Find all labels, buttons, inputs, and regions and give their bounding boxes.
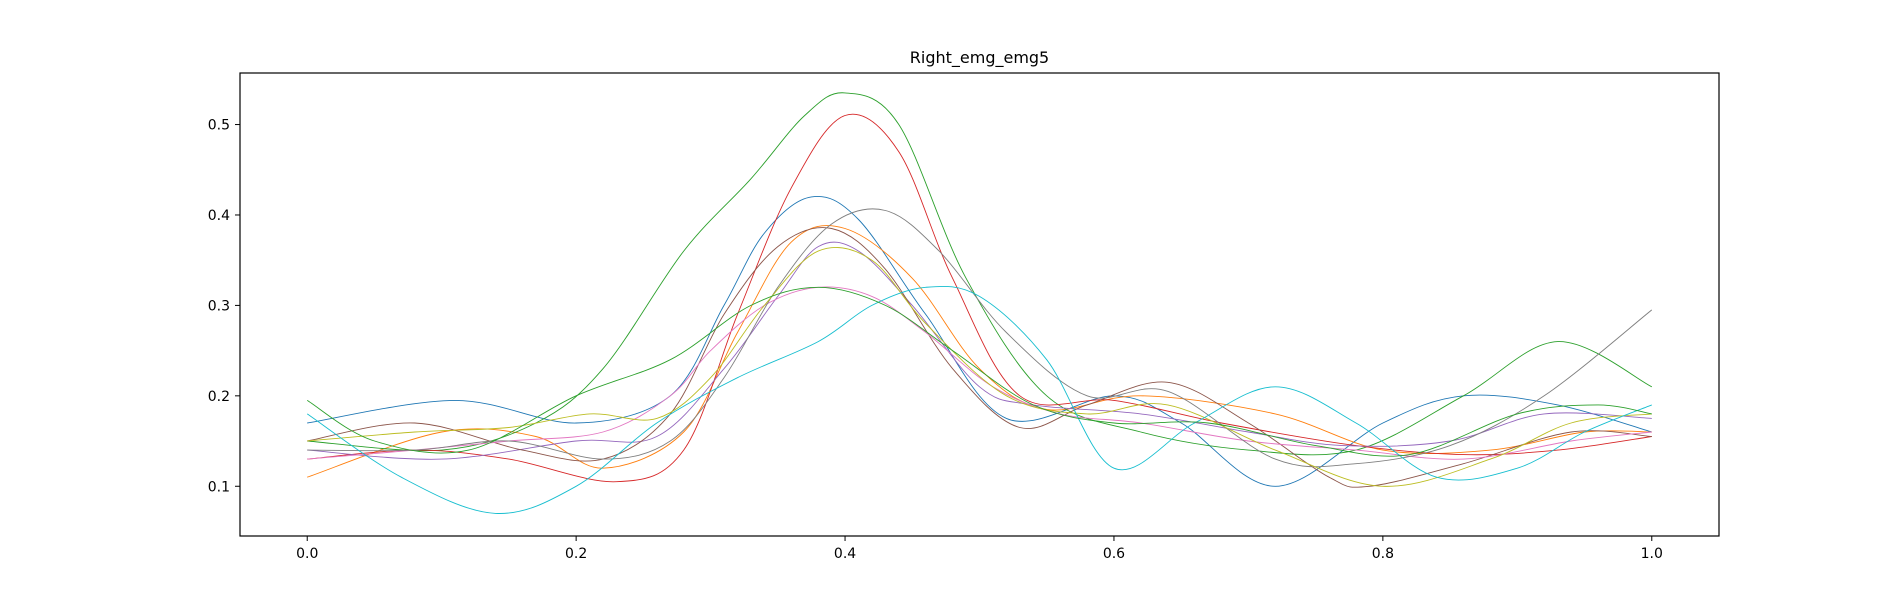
y-tick-label: 0.5 [208,118,230,134]
series-line-4 [307,113,1652,483]
series-line-6 [307,227,1652,488]
series-line-7 [307,286,1652,460]
x-tick-label: 0.8 [1372,546,1394,562]
series-layer [306,92,1653,514]
axis-layer: 0.0 0.2 0.4 0.6 0.8 1.0 0.1 0.2 0.3 0.4 0.5 [208,118,1663,562]
y-tick-label: 0.1 [208,479,230,495]
y-tick-label: 0.3 [208,298,230,314]
series-line-2 [307,225,1652,478]
series-line-5 [307,241,1652,460]
series-line-8 [307,208,1653,468]
x-tick-label: 0.0 [296,546,318,562]
plot-frame [239,72,1720,537]
y-tick-label: 0.2 [208,389,230,405]
series-line-11 [306,286,1652,457]
series-line-1 [307,195,1652,487]
y-tick-label: 0.4 [208,208,230,224]
series-line-10 [306,285,1652,514]
chart-title: Right_emg_emg5 [910,48,1049,68]
x-tick-label: 0.6 [1103,546,1125,562]
x-tick-label: 0.4 [834,546,856,562]
series-line-9 [307,247,1652,487]
x-tick-label: 1.0 [1641,546,1663,562]
x-tick-label: 0.2 [565,546,587,562]
series-line-3 [307,92,1652,456]
